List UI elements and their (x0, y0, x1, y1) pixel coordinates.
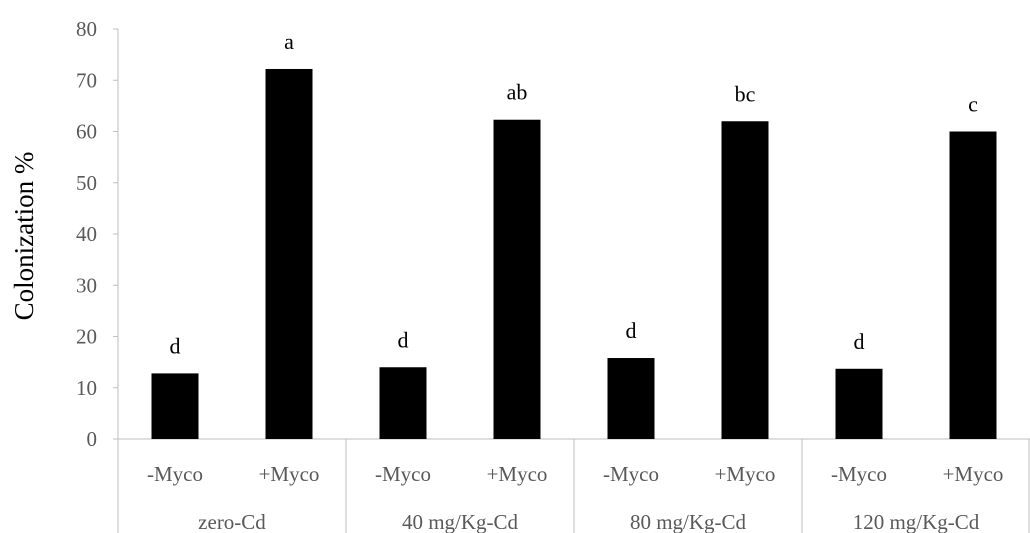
y-tick-label: 0 (87, 427, 98, 451)
significance-letters: d a d ab d bc d c (170, 29, 979, 358)
y-axis-ticks: 0 10 20 30 40 50 60 70 80 (76, 17, 118, 451)
x-axis-categories: -Myco +Myco -Myco +Myco -Myco +Myco -Myco +Myco (147, 462, 1003, 486)
bars (151, 68, 997, 440)
bar (607, 358, 655, 439)
x-group-label: 40 mg/Kg-Cd (402, 510, 519, 533)
x-group-label: 120 mg/Kg-Cd (853, 510, 980, 533)
y-tick-label: 10 (76, 376, 97, 400)
x-category-label: -Myco (603, 462, 659, 486)
bar (949, 131, 997, 439)
x-group-label: zero-Cd (198, 510, 266, 533)
bar (265, 68, 313, 439)
y-tick-label: 50 (76, 171, 97, 195)
significance-letter: bc (735, 81, 756, 106)
bar (721, 121, 769, 439)
bar (493, 119, 541, 440)
x-category-label: +Myco (715, 462, 776, 486)
x-axis-groups: zero-Cd 40 mg/Kg-Cd 80 mg/Kg-Cd 120 mg/Kg-C… (198, 510, 980, 533)
x-category-label: +Myco (259, 462, 320, 486)
significance-letter: d (170, 333, 181, 358)
y-tick-label: 40 (76, 222, 97, 246)
y-tick-label: 60 (76, 120, 97, 144)
x-category-label: -Myco (147, 462, 203, 486)
significance-letter: a (284, 29, 294, 54)
y-tick-label: 80 (76, 17, 97, 41)
y-tick-label: 70 (76, 68, 97, 92)
y-axis-label: Colonization % (9, 152, 39, 321)
x-category-label: -Myco (375, 462, 431, 486)
group-dividers (117, 439, 1030, 533)
x-category-label: +Myco (487, 462, 548, 486)
significance-letter: d (398, 327, 409, 352)
y-tick-label: 20 (76, 325, 97, 349)
bar (379, 367, 427, 439)
significance-letter: ab (507, 80, 528, 105)
y-tick-label: 30 (76, 273, 97, 297)
significance-letter: d (854, 329, 865, 354)
bar (835, 368, 883, 439)
x-group-label: 80 mg/Kg-Cd (630, 510, 747, 533)
x-category-label: +Myco (943, 462, 1004, 486)
significance-letter: d (626, 318, 637, 343)
bar (151, 373, 199, 439)
x-category-label: -Myco (831, 462, 887, 486)
significance-letter: c (968, 92, 978, 117)
